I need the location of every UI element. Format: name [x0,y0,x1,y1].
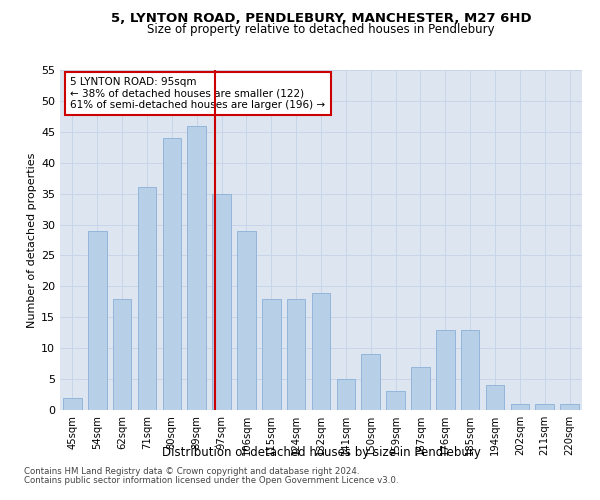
Bar [386,392,405,410]
Bar [287,298,305,410]
Bar [113,298,131,410]
Bar [88,230,107,410]
Bar [187,126,206,410]
Text: Size of property relative to detached houses in Pendlebury: Size of property relative to detached ho… [147,22,495,36]
Bar [163,138,181,410]
Bar [337,379,355,410]
Bar [535,404,554,410]
Text: 5 LYNTON ROAD: 95sqm
← 38% of detached houses are smaller (122)
61% of semi-deta: 5 LYNTON ROAD: 95sqm ← 38% of detached h… [70,77,326,110]
Bar [485,386,505,410]
Bar [511,404,529,410]
Bar [361,354,380,410]
Bar [63,398,82,410]
Text: Contains HM Land Registry data © Crown copyright and database right 2024.: Contains HM Land Registry data © Crown c… [24,467,359,476]
Text: Distribution of detached houses by size in Pendlebury: Distribution of detached houses by size … [161,446,481,459]
Bar [212,194,231,410]
Text: 5, LYNTON ROAD, PENDLEBURY, MANCHESTER, M27 6HD: 5, LYNTON ROAD, PENDLEBURY, MANCHESTER, … [110,12,532,26]
Y-axis label: Number of detached properties: Number of detached properties [27,152,37,328]
Bar [137,188,157,410]
Bar [436,330,455,410]
Bar [411,366,430,410]
Bar [237,230,256,410]
Bar [461,330,479,410]
Bar [262,298,281,410]
Bar [560,404,579,410]
Text: Contains public sector information licensed under the Open Government Licence v3: Contains public sector information licen… [24,476,398,485]
Bar [311,292,331,410]
